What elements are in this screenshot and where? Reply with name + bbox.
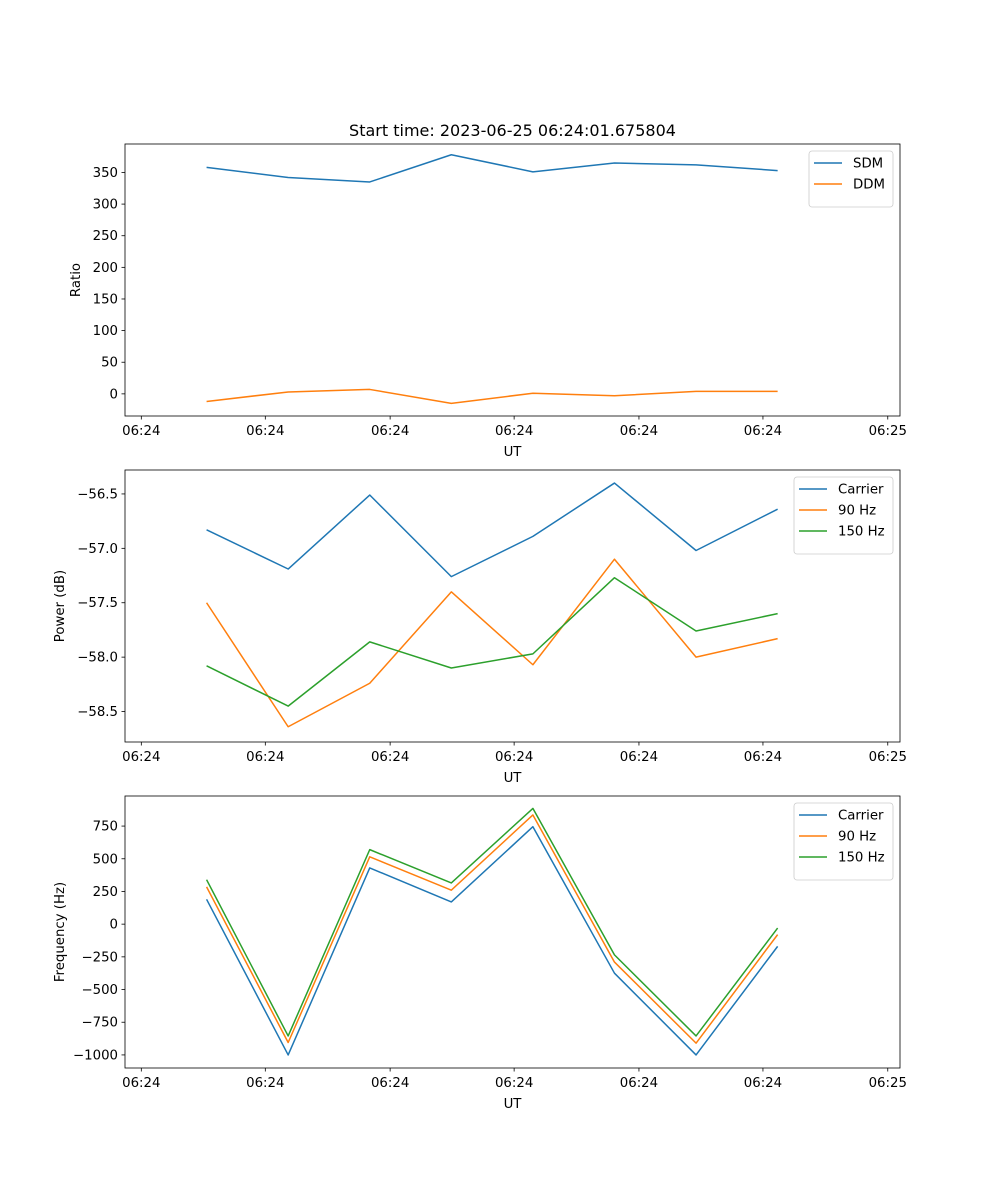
series-line-carrier [205, 825, 779, 1056]
y-tick-label: −1000 [73, 1048, 118, 1063]
legend-label-sdm: SDM [853, 157, 883, 172]
x-axis-label: UT [504, 1097, 523, 1112]
y-tick-label: 500 [93, 852, 118, 867]
legend-label-carrier: Carrier [838, 809, 884, 824]
y-tick-label: 50 [101, 356, 118, 371]
chart-power: 06:24 06:24 06:24 06:24 06:24 06:24 06:25 −58.5… [53, 469, 907, 786]
series-line-carrier [206, 482, 778, 578]
legend-label-ddm: DDM [853, 178, 885, 193]
x-tick-label: 06:25 [869, 1076, 907, 1091]
x-tick-label: 06:24 [122, 750, 160, 765]
y-tick-label: 250 [93, 885, 118, 900]
x-tick-label: 06:24 [744, 424, 782, 439]
legend-label-150-hz: 150 Hz [838, 851, 885, 866]
legend-box [793, 802, 894, 881]
x-tick-label: 06:24 [246, 424, 284, 439]
legend-label-90-hz: 90 Hz [838, 830, 876, 845]
x-tick-label: 06:24 [744, 1076, 782, 1091]
x-tick-label: 06:24 [371, 750, 409, 765]
x-tick-label: 06:24 [495, 750, 533, 765]
legend: SDM DDM [808, 150, 894, 208]
x-tick-label: 06:24 [122, 1076, 160, 1091]
axes-frame [124, 143, 901, 417]
x-tick-label: 06:25 [869, 750, 907, 765]
y-tick-label: −56.5 [77, 487, 118, 502]
axes-frame [124, 469, 901, 743]
y-tick-label: −250 [81, 950, 118, 965]
series-line-ddm [206, 388, 778, 405]
chart-ratio: 06:24 06:24 06:24 06:24 06:24 06:24 06:25 0 50 10… [69, 143, 907, 460]
y-tick-label: 0 [110, 918, 118, 933]
y-tick-label: 150 [93, 292, 118, 307]
x-tick-label: 06:24 [246, 1076, 284, 1091]
axes-frame [124, 795, 901, 1069]
x-tick-label: 06:24 [495, 1076, 533, 1091]
y-axis-label: Ratio [69, 263, 84, 297]
x-axis-label: UT [504, 771, 523, 786]
legend-box [808, 150, 894, 208]
y-tick-label: 750 [93, 820, 118, 835]
legend-label-90-hz: 90 Hz [838, 504, 876, 519]
x-tick-label: 06:24 [122, 424, 160, 439]
y-axis-label: Frequency (Hz) [53, 882, 68, 982]
y-tick-label: 0 [110, 387, 118, 402]
y-tick-label: −57.5 [77, 596, 118, 611]
x-tick-label: 06:25 [869, 424, 907, 439]
y-tick-label: −57.0 [77, 542, 118, 557]
series-line-150-hz [206, 576, 778, 707]
legend-box [793, 476, 894, 555]
series-line-150-hz [205, 807, 779, 1037]
y-tick-label: −58.5 [77, 705, 118, 720]
x-tick-label: 06:24 [744, 750, 782, 765]
y-tick-label: 200 [93, 261, 118, 276]
x-tick-label: 06:24 [495, 424, 533, 439]
series-line-90-hz [205, 814, 779, 1044]
charts-container: 06:24 06:24 06:24 06:24 06:24 06:24 06:25 0 50 10… [53, 143, 907, 1112]
figure-title: Start time: 2023-06-25 06:24:01.675804 [349, 121, 676, 140]
x-axis-label: UT [504, 445, 523, 460]
x-tick-label: 06:24 [371, 424, 409, 439]
y-tick-label: 100 [93, 324, 118, 339]
y-tick-label: −58.0 [77, 651, 118, 666]
legend: Carrier 90 Hz 150 Hz [793, 802, 894, 881]
x-tick-label: 06:24 [620, 424, 658, 439]
x-tick-label: 06:24 [620, 750, 658, 765]
y-tick-label: 250 [93, 229, 118, 244]
x-tick-label: 06:24 [246, 750, 284, 765]
x-tick-label: 06:24 [620, 1076, 658, 1091]
chart-frequency: 06:24 06:24 06:24 06:24 06:24 06:24 06:25 −1000… [53, 795, 907, 1112]
legend-label-carrier: Carrier [838, 483, 884, 498]
series-line-90-hz [205, 558, 778, 728]
y-tick-label: 350 [93, 166, 118, 181]
legend-label-150-hz: 150 Hz [838, 525, 885, 540]
y-tick-label: −750 [81, 1016, 118, 1031]
x-tick-label: 06:24 [371, 1076, 409, 1091]
y-tick-label: 300 [93, 198, 118, 213]
y-axis-label: Power (dB) [53, 570, 68, 642]
y-tick-label: −500 [81, 983, 118, 998]
legend: Carrier 90 Hz 150 Hz [793, 476, 894, 555]
series-line-sdm [206, 154, 778, 183]
